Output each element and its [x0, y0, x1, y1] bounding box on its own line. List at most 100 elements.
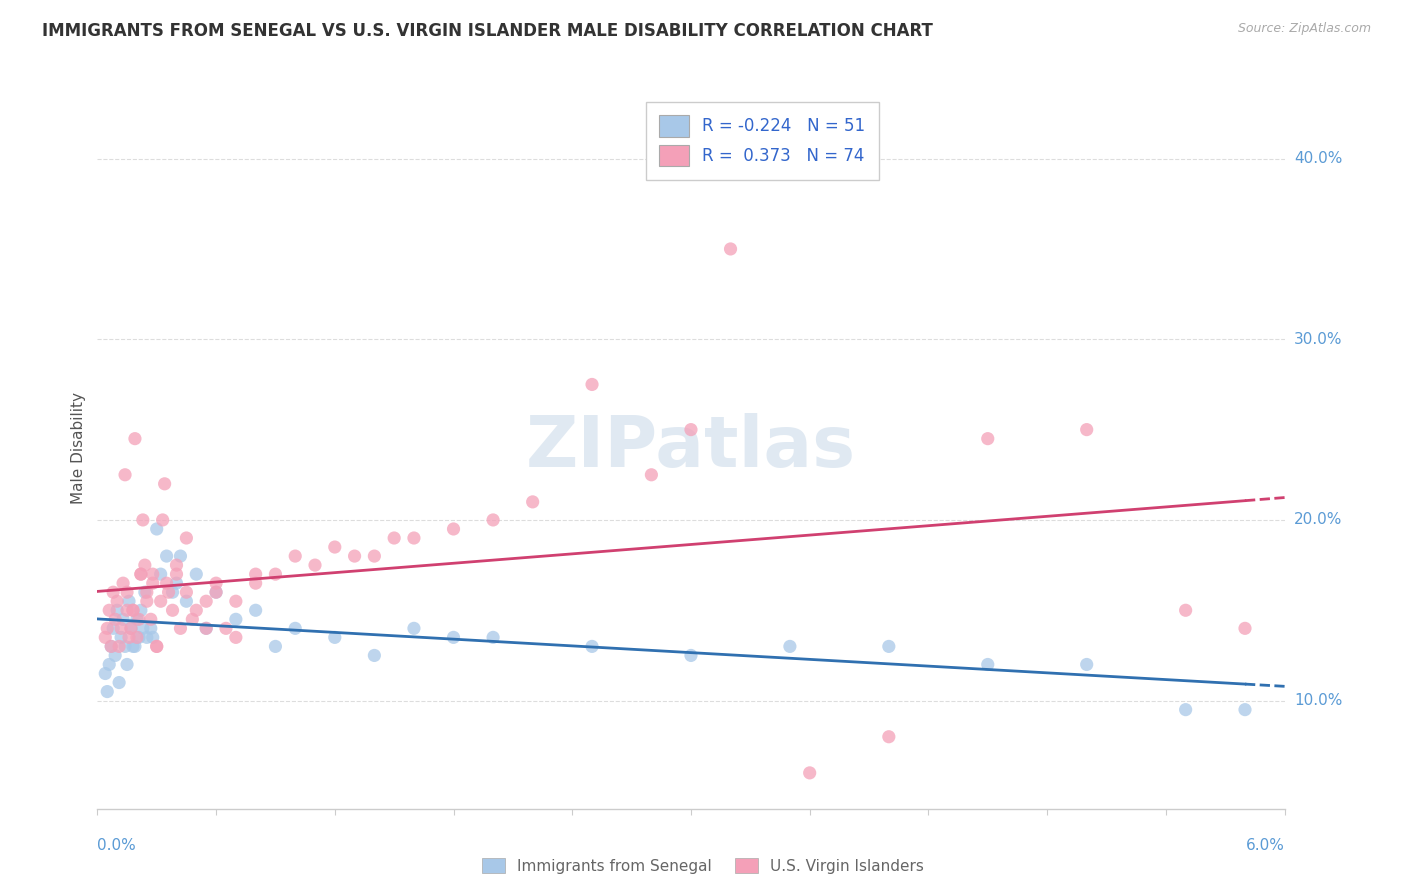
Point: [225, 631, 247, 645]
Point: [1174, 703, 1197, 717]
Point: [245, 576, 267, 591]
Point: [1076, 657, 1098, 672]
Point: [96, 684, 118, 698]
Point: [169, 621, 191, 635]
Point: [101, 621, 124, 635]
Point: [225, 594, 247, 608]
Point: [402, 621, 425, 635]
Point: [142, 631, 165, 645]
Point: [169, 549, 191, 563]
Point: [363, 648, 385, 663]
Point: [129, 603, 152, 617]
Point: [1174, 603, 1197, 617]
Point: [120, 621, 142, 635]
Point: [640, 467, 662, 482]
Point: [139, 612, 162, 626]
Point: [124, 432, 146, 446]
Point: [135, 594, 157, 608]
Point: [264, 640, 287, 654]
Point: [112, 576, 135, 591]
Point: [94, 666, 117, 681]
Point: [1233, 621, 1256, 635]
Point: [129, 567, 152, 582]
Point: [977, 432, 1000, 446]
Point: [284, 549, 307, 563]
Point: [264, 567, 287, 582]
Point: [101, 585, 124, 599]
Point: [166, 558, 188, 573]
Point: [125, 612, 148, 626]
Point: [195, 621, 218, 635]
Point: [115, 585, 138, 599]
Point: [215, 621, 238, 635]
Point: [581, 377, 603, 392]
Point: [129, 567, 152, 582]
Point: [977, 657, 1000, 672]
Point: [304, 558, 326, 573]
Text: IMMIGRANTS FROM SENEGAL VS U.S. VIRGIN ISLANDER MALE DISABILITY CORRELATION CHAR: IMMIGRANTS FROM SENEGAL VS U.S. VIRGIN I…: [42, 22, 934, 40]
Point: [181, 612, 204, 626]
Point: [225, 612, 247, 626]
Point: [443, 631, 465, 645]
Point: [176, 585, 198, 599]
Text: 0.0%: 0.0%: [97, 838, 136, 853]
Point: [443, 522, 465, 536]
Point: [176, 594, 198, 608]
Point: [132, 513, 155, 527]
Point: [122, 603, 145, 617]
Point: [152, 513, 174, 527]
Point: [195, 594, 218, 608]
Point: [157, 585, 180, 599]
Point: [343, 549, 366, 563]
Text: 10.0%: 10.0%: [1294, 693, 1343, 708]
Legend: R = -0.224   N = 51, R =  0.373   N = 74: R = -0.224 N = 51, R = 0.373 N = 74: [645, 102, 879, 180]
Point: [155, 549, 177, 563]
Point: [114, 640, 136, 654]
Point: [125, 631, 148, 645]
Point: [162, 603, 184, 617]
Point: [149, 594, 172, 608]
Point: [128, 612, 150, 626]
Point: [155, 576, 177, 591]
Point: [581, 640, 603, 654]
Point: [482, 631, 505, 645]
Point: [245, 567, 267, 582]
Point: [1076, 423, 1098, 437]
Point: [145, 522, 167, 536]
Point: [100, 640, 122, 654]
Point: [118, 594, 141, 608]
Point: [779, 640, 801, 654]
Point: [139, 621, 162, 635]
Point: [100, 640, 122, 654]
Point: [205, 585, 228, 599]
Point: [134, 585, 156, 599]
Point: [284, 621, 307, 635]
Point: [323, 540, 346, 554]
Y-axis label: Male Disability: Male Disability: [72, 392, 86, 504]
Point: [1233, 703, 1256, 717]
Point: [112, 612, 135, 626]
Point: [104, 612, 127, 626]
Point: [132, 621, 155, 635]
Point: [720, 242, 742, 256]
Text: ZIPatlas: ZIPatlas: [526, 413, 856, 483]
Point: [363, 549, 385, 563]
Text: 30.0%: 30.0%: [1294, 332, 1343, 347]
Point: [195, 621, 218, 635]
Point: [482, 513, 505, 527]
Point: [98, 657, 121, 672]
Point: [110, 631, 132, 645]
Point: [166, 576, 188, 591]
Point: [877, 640, 900, 654]
Text: 20.0%: 20.0%: [1294, 512, 1343, 527]
Point: [162, 585, 184, 599]
Point: [323, 631, 346, 645]
Point: [153, 476, 176, 491]
Point: [679, 423, 702, 437]
Point: [145, 640, 167, 654]
Point: [115, 657, 138, 672]
Point: [114, 467, 136, 482]
Legend: Immigrants from Senegal, U.S. Virgin Islanders: Immigrants from Senegal, U.S. Virgin Isl…: [477, 852, 929, 880]
Point: [94, 631, 117, 645]
Point: [105, 603, 128, 617]
